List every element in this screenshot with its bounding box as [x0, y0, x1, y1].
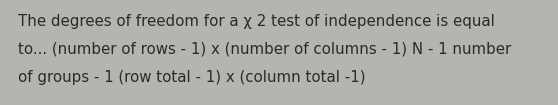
Text: The degrees of freedom for a χ 2 test of independence is equal: The degrees of freedom for a χ 2 test of…: [18, 14, 495, 29]
Text: to... (number of rows - 1) x (number of columns - 1) N - 1 number: to... (number of rows - 1) x (number of …: [18, 42, 511, 57]
Text: of groups - 1 (row total - 1) x (column total -1): of groups - 1 (row total - 1) x (column …: [18, 70, 365, 85]
